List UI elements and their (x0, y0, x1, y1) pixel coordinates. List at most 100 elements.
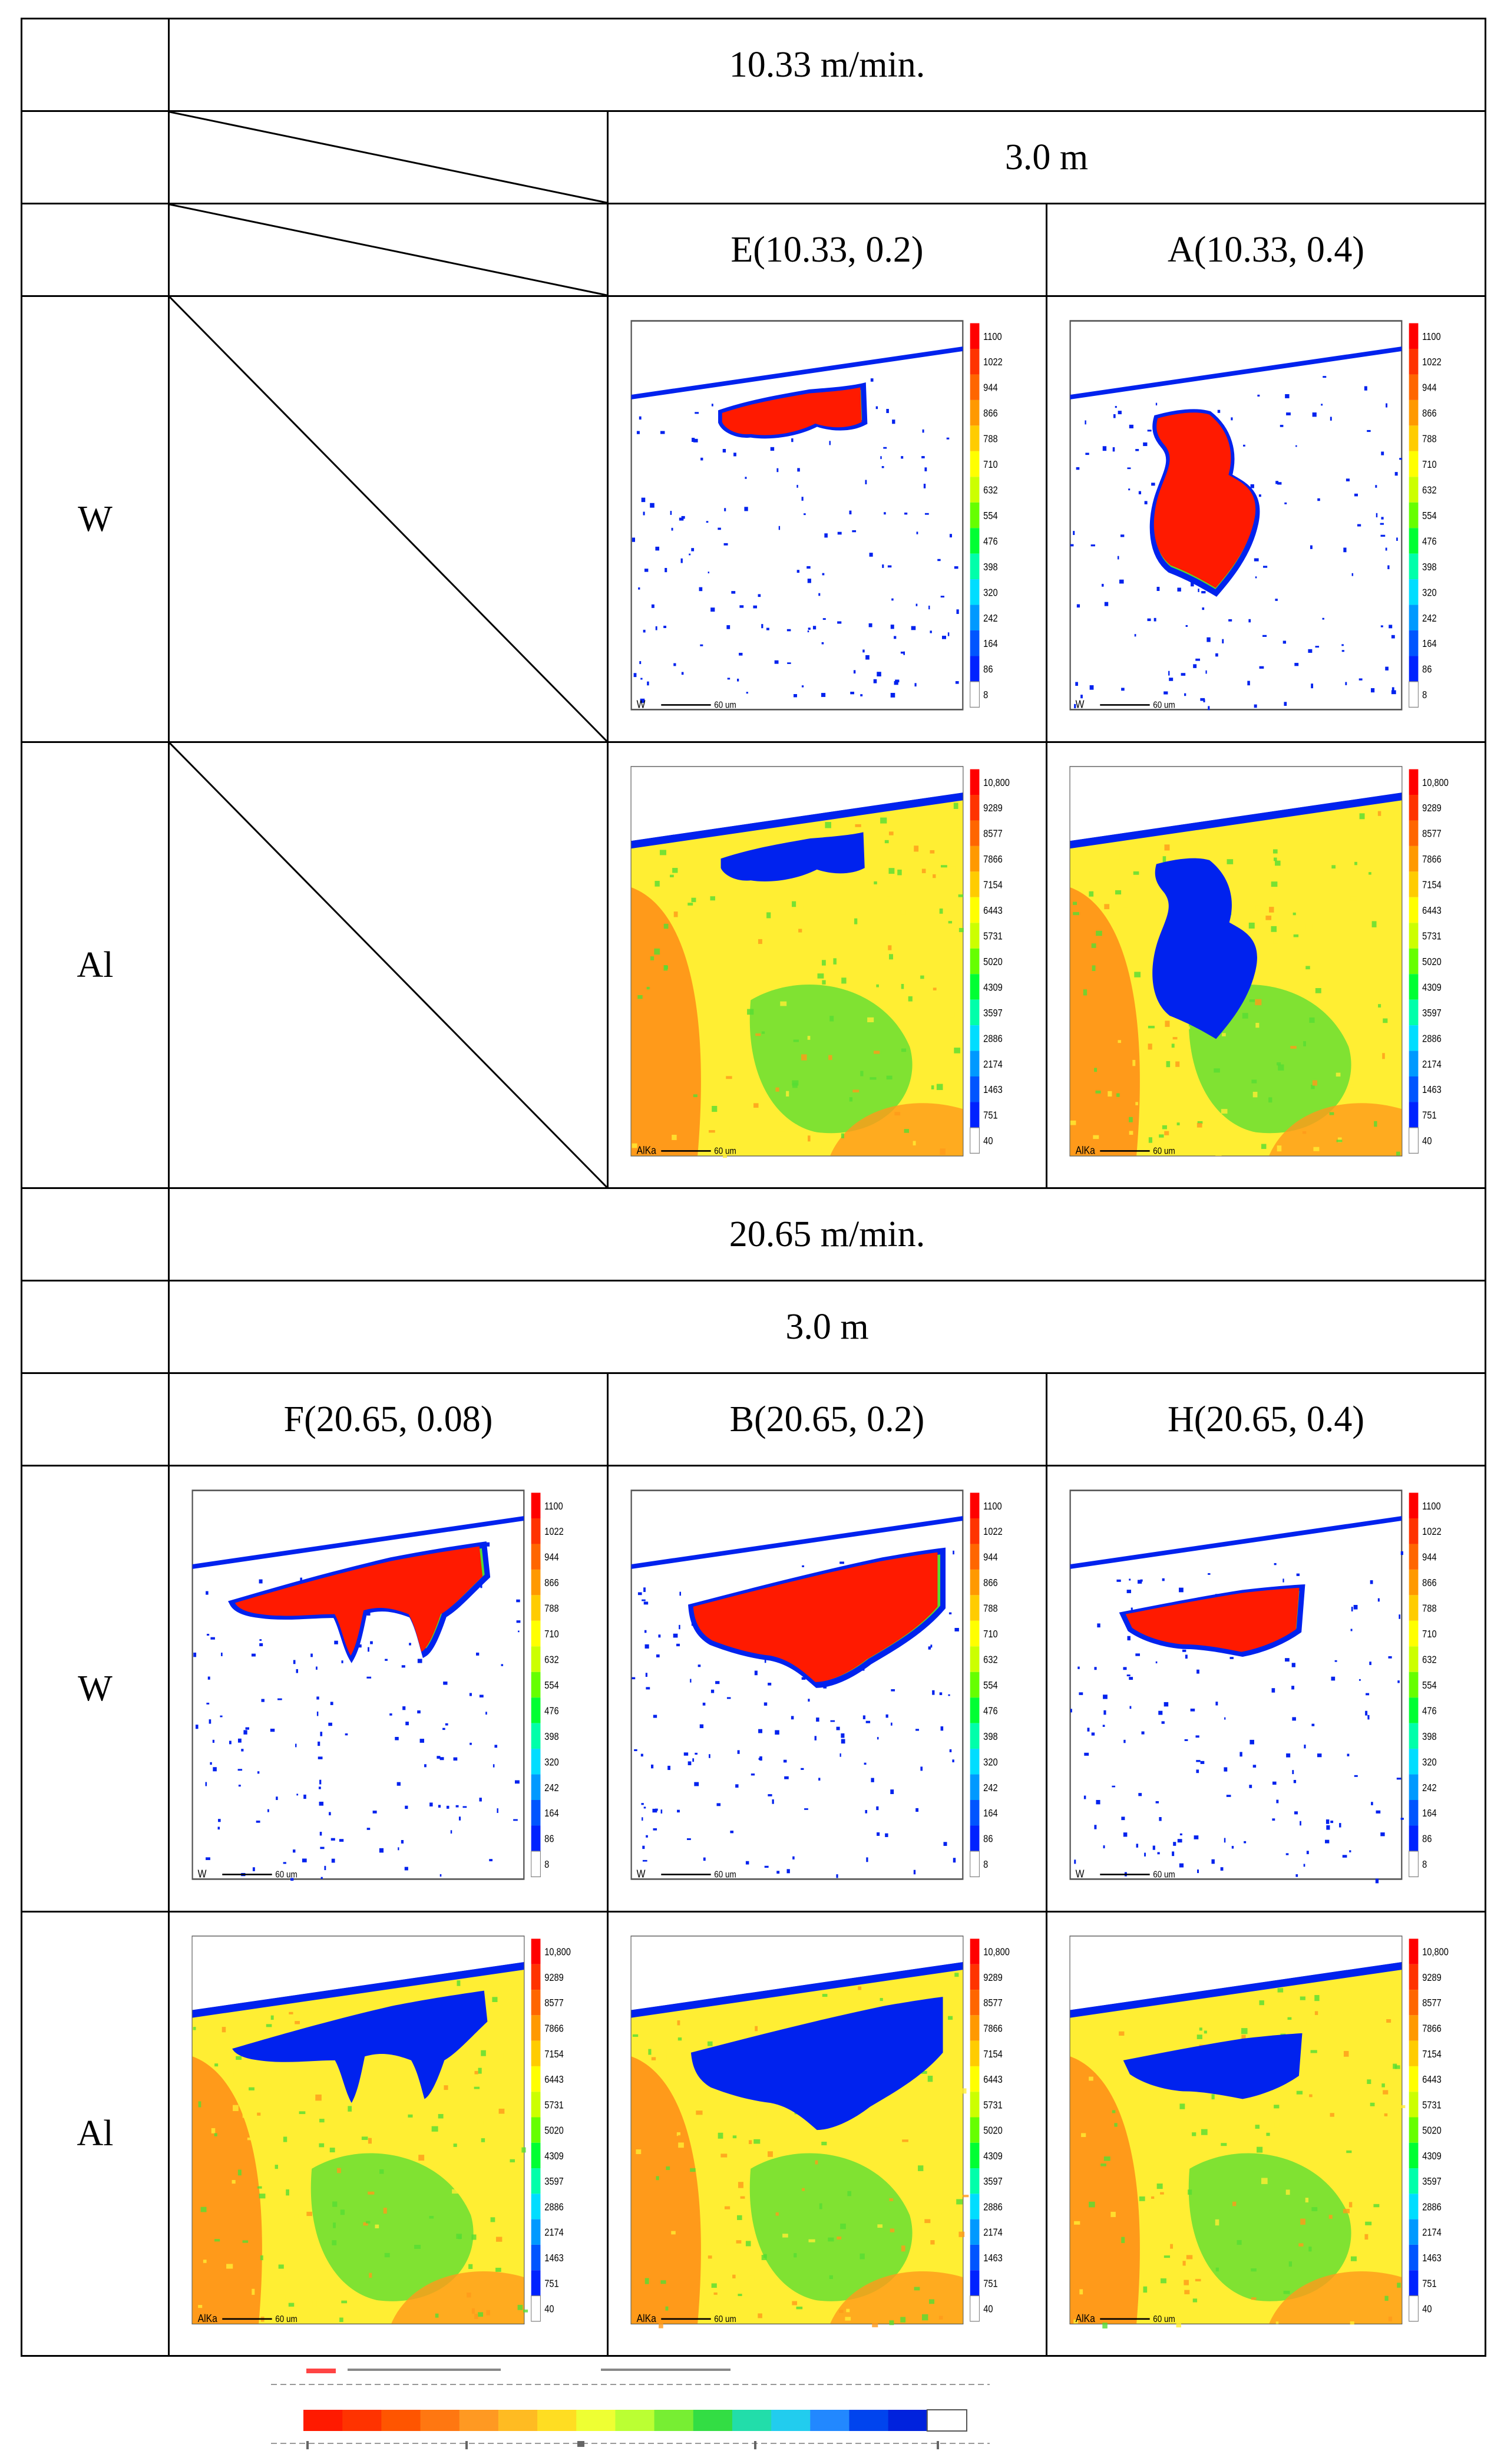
scale-swatch (1409, 1749, 1419, 1775)
scale-tick-label: 7866 (1423, 2023, 1442, 2034)
scale-swatch (531, 1851, 541, 1877)
scale-tick-label: 8577 (1423, 1998, 1442, 2009)
scale-tick-label: 710 (1423, 1629, 1437, 1640)
scale-tick-label: 476 (1423, 536, 1437, 547)
scale-swatch (970, 794, 980, 821)
scale-swatch (970, 399, 980, 426)
scale-tick-label: 7866 (545, 2023, 564, 2034)
scale-tick-label: 40 (545, 2304, 554, 2314)
scale-tick-label: 788 (984, 434, 999, 445)
map-scale-label: 60 um (1153, 2314, 1176, 2324)
scale-tick-label: 7866 (984, 2023, 1003, 2034)
scale-swatch (1409, 1051, 1419, 1076)
scale-swatch (531, 1938, 541, 1964)
scale-swatch (531, 2295, 541, 2322)
al-map-image: AlKa 60 um 10,800 9289 8577 7866 7154 6443 5731 5… (630, 766, 1010, 1158)
results-table: 10.33 m/min. 3.0 m E(10.33, 0.2) A(10.33… (21, 18, 1486, 2357)
map-scale-label: 60 um (715, 1870, 737, 1880)
scale-swatch (1409, 451, 1419, 477)
scale-swatch (970, 974, 980, 1000)
scale-tick-label: 1100 (1423, 1501, 1442, 1512)
scale-swatch (970, 1964, 980, 1990)
scale-swatch (531, 1492, 541, 1518)
scale-tick-label: 86 (545, 1834, 554, 1845)
scale-tick-label: 6443 (545, 2075, 564, 2085)
scale-swatch (531, 2142, 541, 2168)
scale-swatch (531, 1989, 541, 2016)
w-map-image: W 60 um 1100 1022 944 866 788 710 632 554 476 398 32… (191, 1489, 564, 1881)
scale-tick-label: 164 (1423, 639, 1437, 649)
scale-tick-label: 242 (1423, 1783, 1437, 1793)
scale-tick-label: 7866 (1423, 854, 1442, 865)
scale-swatch (970, 999, 980, 1026)
scale-tick-label: 7154 (1423, 880, 1442, 891)
scale-tick-label: 1100 (1423, 332, 1442, 342)
scale-tick-label: 944 (545, 1553, 560, 1563)
scale-swatch (1409, 425, 1419, 451)
color-legend-bar (271, 2369, 990, 2449)
scale-tick-label: 320 (984, 1757, 999, 1768)
scale-tick-label: 242 (984, 613, 999, 624)
scale-tick-label: 5731 (984, 2100, 1003, 2110)
scale-swatch (1409, 1569, 1419, 1596)
legend-swatch (771, 2410, 811, 2431)
scale-swatch (970, 820, 980, 846)
scale-tick-label: 86 (984, 1834, 993, 1845)
scale-swatch (531, 1595, 541, 1621)
scale-swatch (1409, 630, 1419, 656)
scale-tick-label: 7154 (545, 2049, 564, 2060)
scale-swatch (1409, 845, 1419, 872)
scale-tick-label: 398 (545, 1732, 560, 1742)
scale-swatch (531, 1825, 541, 1851)
scale-tick-label: 6443 (984, 2075, 1003, 2085)
w-map-e: W 60 um 1100 1022 944 866 788 710 632 554 476 398 32… (607, 295, 1046, 741)
scale-tick-label: 3597 (1423, 2176, 1442, 2187)
scale-swatch (531, 2066, 541, 2092)
scale-tick-label: 1022 (1423, 357, 1442, 368)
scale-tick-label: 320 (545, 1757, 560, 1768)
scale-tick-label: 242 (984, 1783, 999, 1793)
scale-tick-label: 40 (984, 2304, 993, 2314)
scale-tick-label: 8 (1423, 690, 1427, 701)
scale-tick-label: 86 (1423, 665, 1432, 675)
empty-cell (21, 1372, 168, 1465)
scale-tick-label: 398 (984, 562, 999, 573)
scale-tick-label: 944 (984, 1553, 999, 1563)
scale-swatch (970, 845, 980, 872)
scale-swatch (970, 1825, 980, 1851)
scale-tick-label: 1463 (1423, 2253, 1442, 2264)
scale-swatch (1409, 1851, 1419, 1877)
scale-tick-label: 2886 (1423, 2202, 1442, 2212)
column-header-h: H(20.65, 0.4) (1046, 1372, 1486, 1465)
scale-swatch (970, 2117, 980, 2143)
scale-swatch (1409, 871, 1419, 897)
scale-swatch (970, 1544, 980, 1570)
map-scale-label: 60 um (715, 701, 737, 711)
map-element-label: W (1076, 698, 1085, 711)
scale-swatch (970, 528, 980, 554)
map-scale-label: 60 um (715, 2314, 737, 2324)
scale-swatch (531, 1518, 541, 1544)
scale-tick-label: 8577 (984, 829, 1003, 840)
row-label-al: Al (21, 741, 168, 1187)
scale-tick-label: 866 (545, 1578, 560, 1588)
scale-swatch (1409, 2295, 1419, 2322)
scale-swatch (531, 2270, 541, 2296)
scale-tick-label: 3597 (545, 2176, 564, 2187)
scale-tick-label: 6443 (1423, 2075, 1442, 2085)
scale-swatch (970, 2295, 980, 2322)
scale-tick-label: 10,800 (545, 1947, 571, 1957)
scale-swatch (531, 1964, 541, 1990)
scale-swatch (970, 871, 980, 897)
scale-tick-label: 554 (984, 511, 999, 521)
scale-swatch (1409, 2092, 1419, 2118)
scale-swatch (1409, 1697, 1419, 1723)
scale-swatch (1409, 1595, 1419, 1621)
scale-swatch (1409, 656, 1419, 682)
scale-swatch (531, 2194, 541, 2219)
scale-tick-label: 2886 (984, 2202, 1003, 2212)
scale-swatch (1409, 1825, 1419, 1851)
scale-swatch (970, 553, 980, 580)
scale-swatch (1409, 2015, 1419, 2041)
w-map-f: W 60 um 1100 1022 944 866 788 710 632 554 476 398 32… (168, 1465, 607, 1911)
